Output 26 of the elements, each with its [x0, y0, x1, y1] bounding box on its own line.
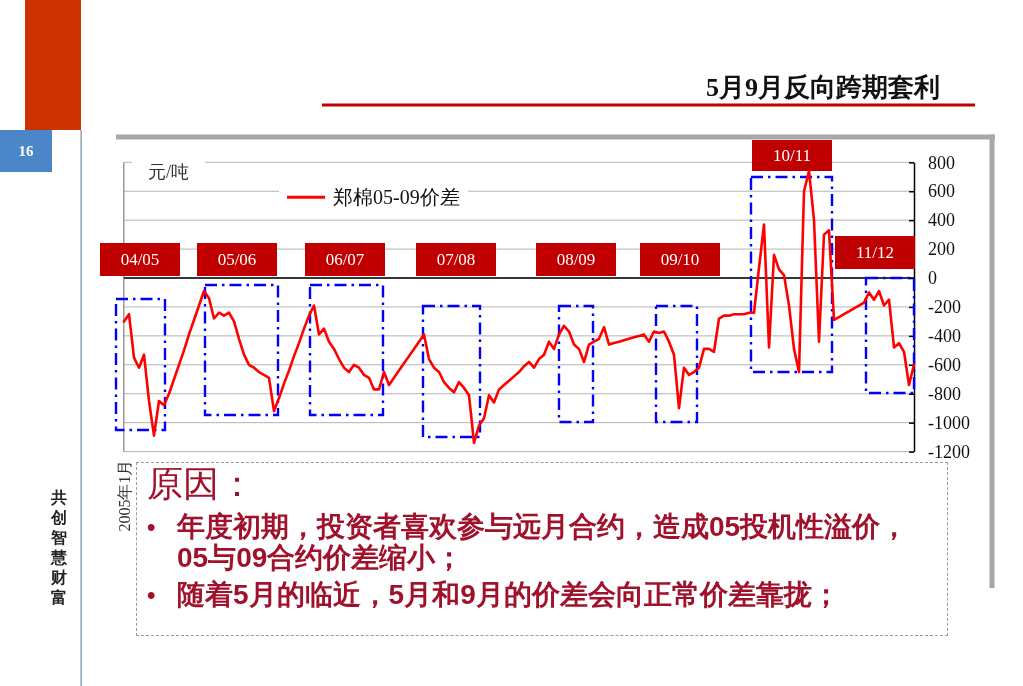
y-tick-label: -800: [928, 384, 961, 404]
x-tick-label: 2005年1月: [116, 459, 134, 532]
annotation: 10/11: [772, 146, 812, 166]
y-tick-label: -400: [928, 326, 961, 347]
y-tick-label: 600: [928, 181, 955, 202]
y-tick-label: -600: [928, 355, 961, 376]
y-tick-label: -1200: [928, 441, 970, 462]
text: 16: [18, 143, 34, 160]
y-tick-label: 0: [928, 268, 937, 289]
y-axis-title: 元/吨: [148, 162, 190, 183]
y-tick-label: -200: [928, 297, 961, 318]
annotation: 06/07: [325, 250, 365, 270]
annotation: 08/09: [556, 250, 596, 270]
note-box: 原因： • 年度初期，投资者喜欢参与远月合约，造成05投机性溢价，05与09合约价差缩小； • 随着5月的临近，5月和9月的价差会向正常价差靠拢；: [136, 462, 948, 636]
legend-label: 郑棉05-09价差: [333, 186, 460, 209]
annotation: 07/08: [436, 250, 476, 270]
annotation: 05/06: [217, 250, 257, 270]
y-tick-label: 200: [928, 239, 955, 260]
annotation: 09/10: [660, 250, 700, 270]
y-tick-label: 800: [928, 152, 955, 173]
annotation: 11/12: [855, 243, 895, 263]
text: 共创智慧财富: [50, 488, 68, 608]
annotation: 04/05: [120, 250, 160, 270]
y-tick-label: -1000: [928, 412, 970, 433]
chart-title: 5月9月反向跨期套利: [706, 73, 940, 102]
y-tick-label: 400: [928, 210, 955, 231]
